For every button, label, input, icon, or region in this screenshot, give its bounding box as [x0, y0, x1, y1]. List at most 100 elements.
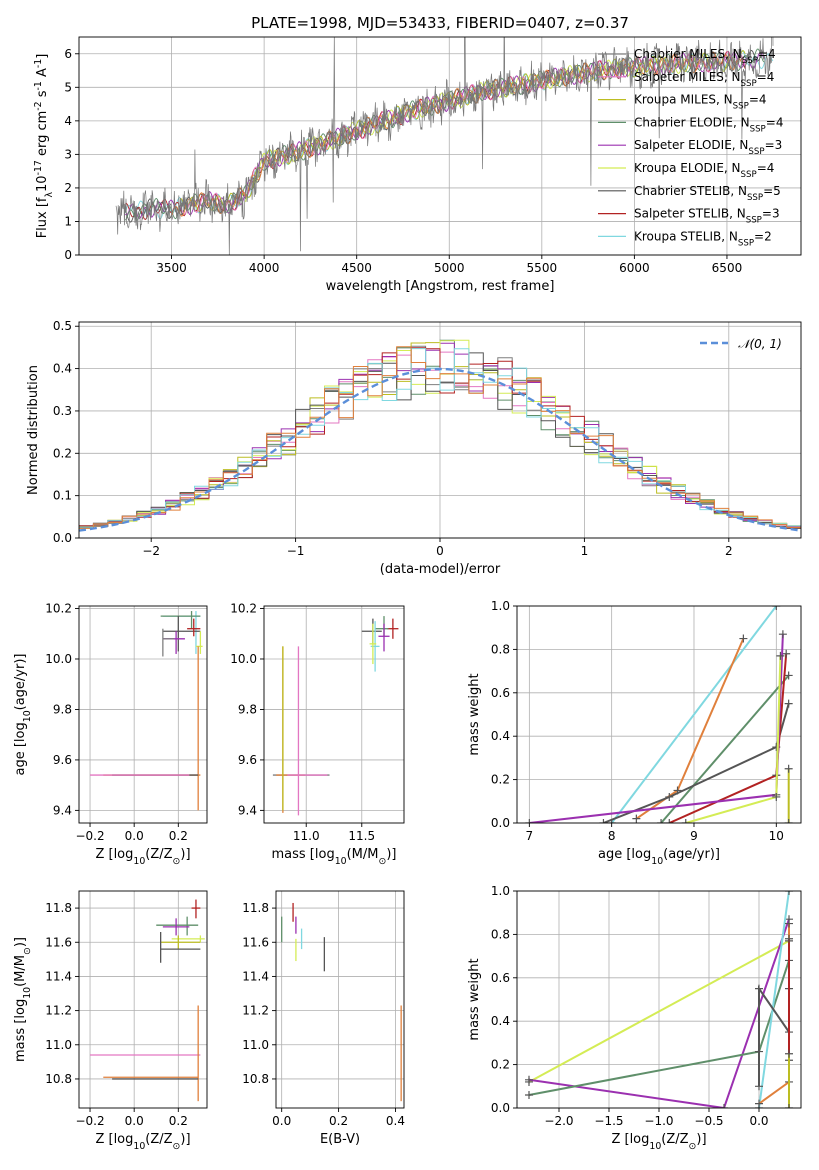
y-tick-label: 1: [64, 214, 72, 228]
series-salpeter_stelib: [668, 653, 788, 823]
y-tick-label: 0.3: [53, 404, 72, 418]
y-tick-label: 2: [64, 181, 72, 195]
plot-area: [90, 611, 203, 811]
y-axis-label: age [log10(age/yr)]: [13, 654, 33, 776]
gridlines: [276, 891, 404, 1108]
y-tick-label: 0: [64, 248, 72, 262]
y-tick-label: 0.2: [53, 446, 72, 460]
marker-chabrier_elodie: [657, 819, 666, 823]
legend-label: Chabrier STELIB, NSSP=5: [634, 184, 781, 203]
series-orange: [635, 638, 745, 820]
errorbar-orange: [103, 1005, 199, 1102]
x-tick-label: −1.0: [644, 1114, 673, 1128]
y-axis-label: mass [log10(M/M⊙)]: [13, 937, 33, 1062]
series-kroupa_elodie: [528, 940, 790, 1083]
y-tick-label: 10.8: [45, 1072, 72, 1086]
y-tick-label: 11.8: [45, 901, 72, 915]
marker-kroupa_miles: [785, 1049, 793, 1058]
x-tick-label: 0.2: [169, 1114, 188, 1128]
y-tick-label: 0.0: [491, 1101, 510, 1115]
errorbar-kroupa_elodie: [195, 631, 203, 654]
errorbar-salpeter_stelib: [191, 899, 201, 919]
marker-kroupa_miles: [785, 1104, 793, 1108]
marker-orange: [785, 919, 793, 928]
plot-area: [90, 899, 205, 1102]
series-kroupa_stelib: [610, 606, 778, 823]
x-tick-label: 10: [769, 829, 784, 843]
marker-salpeter_stelib: [782, 649, 791, 658]
x-tick-label: 6000: [619, 261, 650, 275]
marker-orange: [755, 1099, 763, 1108]
plot-area: [115, 37, 774, 255]
errorbar-chabrier_miles: [162, 628, 174, 657]
y-axis-label: mass weight: [467, 673, 482, 755]
y-tick-label: 3: [64, 147, 72, 161]
x-tick-label: 4500: [341, 261, 372, 275]
x-axis-label: age [log10(age/yr)]: [598, 847, 720, 867]
legend-label: Kroupa MILES, NSSP=4: [634, 93, 767, 112]
y-tick-label: 11.8: [242, 901, 269, 915]
axes-residuals: −2 −1 0 1 2 0.0 0.1 0.2 0.3 0.4 0.5 (data-model)/er…: [26, 319, 802, 577]
y-axis-label: mass weight: [467, 958, 482, 1040]
errorbar-salpeter_elodie: [162, 631, 185, 654]
errorbar-kroupa_miles: [160, 935, 201, 950]
plot-area: [272, 616, 399, 816]
series-kroupa_stelib: [758, 891, 790, 1108]
y-tick-label: 11.0: [45, 1038, 72, 1052]
marker-kroupa_stelib: [772, 606, 781, 610]
x-tick-label: 0.0: [125, 1114, 144, 1128]
axes-spectrum: 3500 4000 4500 5000 5500 6000 6500 0 1 2 3 4 5 6 wavel…: [33, 36, 802, 294]
marker-salpeter_elodie: [525, 819, 534, 823]
y-tick-label: 11.6: [45, 935, 72, 949]
chart-title: PLATE=1998, MJD=53433, FIBERID=0407, z=0…: [251, 14, 629, 32]
errorbar-chabrier_elodie: [156, 916, 199, 936]
x-tick-label: 0: [436, 544, 444, 558]
y-tick-label: 9.8: [238, 702, 257, 716]
y-tick-label: 5: [64, 80, 72, 94]
errorbar-salpeter_elodie: [162, 918, 190, 936]
series-chabrier_elodie: [660, 674, 790, 823]
x-tick-label: −0.5: [694, 1114, 723, 1128]
y-tick-label: 11.0: [242, 1038, 269, 1052]
y-tick-label: 1.0: [491, 599, 510, 613]
y-tick-label: 10.2: [230, 602, 257, 616]
x-tick-label: 2: [725, 544, 733, 558]
axes-age_vs_Z: −0.2 0.0 0.2 9.4 9.6 9.8 10.0 10.2 Z [log10(Z/Z⊙…: [13, 602, 208, 867]
legend-label: 𝒩(0, 1): [738, 337, 782, 351]
axes-mass_weight_vs_Z: −2.0 −1.5 −1.0 −0.5 0.0 0.0 0.2 0.4 0.6 0.8 1.0 Z […: [467, 884, 802, 1152]
marker-salpeter_elodie: [720, 1104, 728, 1108]
y-tick-label: 11.4: [45, 969, 72, 983]
marker-chabrier_elodie: [784, 671, 793, 680]
x-tick-label: 9: [690, 829, 698, 843]
marker-kroupa_miles: [784, 819, 793, 823]
y-tick-label: 0.0: [491, 816, 510, 830]
errorbar-chabrier_stelib: [162, 616, 201, 652]
x-axis-label: wavelength [Angstrom, rest frame]: [326, 279, 555, 294]
errorbar-salpeter_miles: [287, 646, 328, 816]
y-tick-label: 1.0: [491, 884, 510, 898]
x-tick-label: 0.0: [749, 1114, 768, 1128]
marker-chabrier_stelib: [755, 1082, 763, 1091]
x-tick-label: 5500: [527, 261, 558, 275]
errorbar-chabrier_elodie: [160, 611, 201, 629]
residual-hist-orange: [79, 346, 801, 529]
observed-spectrum: [115, 37, 774, 255]
legend-label: Chabrier ELODIE, NSSP=4: [634, 115, 783, 134]
y-tick-label: 9.4: [238, 803, 257, 817]
gridlines: [264, 606, 404, 823]
marker-kroupa_elodie: [772, 792, 781, 801]
errorbar-salpeter_stelib: [387, 618, 399, 639]
axes-age_vs_mass: 11.0 11.5 9.4 9.6 9.8 10.0 10.2 mass [log10(M/M…: [230, 602, 405, 867]
axes-mass_vs_Z: −0.2 0.0 0.2 10.8 11.0 11.2 11.4 11.6 11.8 Z [log…: [13, 890, 208, 1152]
y-tick-label: 9.8: [53, 702, 72, 716]
marker-orange: [739, 634, 748, 643]
errorbar-orange: [103, 646, 201, 811]
errorbar-kroupa_elodie: [369, 623, 377, 665]
gridlines: [79, 891, 207, 1108]
series-salpeter_elodie: [529, 634, 784, 823]
y-tick-label: 9.4: [53, 803, 72, 817]
marker-kroupa_stelib: [785, 891, 793, 895]
plot-area: [281, 902, 402, 1102]
axes-mass_weight_vs_age: 7 8 9 10 0.0 0.2 0.4 0.6 0.8 1.0 age [log10(age/yr…: [467, 599, 802, 867]
